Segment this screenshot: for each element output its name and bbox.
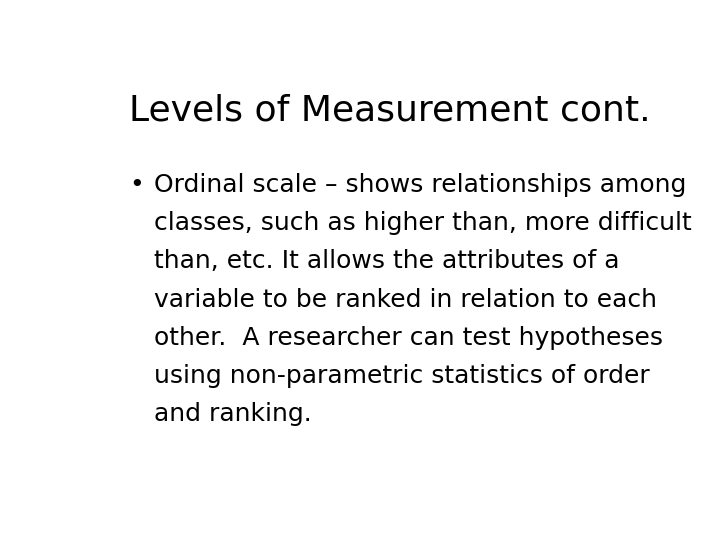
Text: •: • [129,173,144,197]
Text: Ordinal scale – shows relationships among: Ordinal scale – shows relationships amon… [154,173,687,197]
Text: using non-parametric statistics of order: using non-parametric statistics of order [154,364,650,388]
Text: classes, such as higher than, more difficult: classes, such as higher than, more diffi… [154,211,692,235]
Text: and ranking.: and ranking. [154,402,312,427]
Text: Levels of Measurement cont.: Levels of Measurement cont. [129,94,651,128]
Text: other.  A researcher can test hypotheses: other. A researcher can test hypotheses [154,326,663,350]
Text: variable to be ranked in relation to each: variable to be ranked in relation to eac… [154,288,657,312]
Text: than, etc. It allows the attributes of a: than, etc. It allows the attributes of a [154,249,620,273]
